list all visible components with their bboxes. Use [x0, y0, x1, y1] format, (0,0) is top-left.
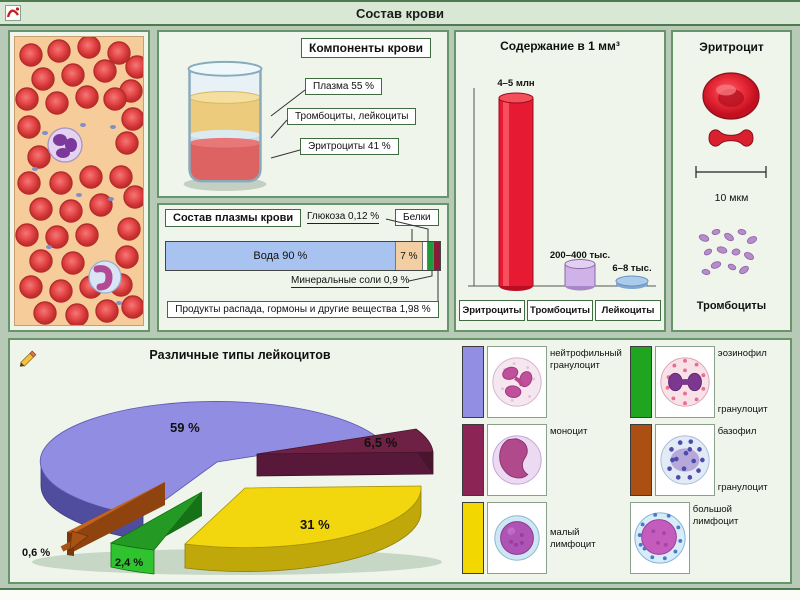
leukocyte-cell-2: [88, 260, 122, 294]
glucose-label: Глюкоза 0,12 %: [307, 211, 380, 224]
content-panel-title: Содержание в 1 мм³: [500, 39, 620, 53]
category-leukocytes: Лейкоциты: [595, 300, 661, 321]
scale-bar: [695, 166, 767, 178]
plasma-composition-panel: Состав плазмы крови Глюкоза 0,12 % Белки…: [157, 203, 449, 332]
pie-label-neutrophils: 59 %: [170, 420, 200, 435]
leukocyte-legend: нейтрофильный гранулоцит эозинофил грануло…: [462, 346, 788, 574]
leukocyte-pie-chart: 59 % 6,5 % 31 % 2,4 % 0,6 %: [22, 401, 442, 575]
content-category-row: Эритроциты Тромбоциты Лейкоциты: [459, 300, 661, 321]
blood-smear-illustration: [14, 36, 144, 326]
erythrocyte-illustration: [695, 72, 767, 178]
leukocyte-types-panel: Различные типы лейкоцитов: [8, 338, 792, 584]
plasma-title: Состав плазмы крови: [165, 209, 302, 227]
minerals-segment: [426, 242, 434, 270]
erythrocyte-title: Эритроцит: [699, 40, 764, 54]
pie-slice-eosinophils: [109, 491, 203, 575]
eosinophil-illustration: [654, 346, 715, 418]
neutrophil-illustration: [487, 346, 547, 418]
pencil-icon: [19, 350, 37, 367]
category-thrombocytes: Тромбоциты: [527, 300, 593, 321]
buffy-label: Тромбоциты, лейкоциты: [287, 108, 417, 125]
products-segment: [433, 242, 441, 270]
legend-label-small-lymphocyte: малый лимфоцит: [550, 527, 596, 550]
legend-item-basophil: базофил гранулоцит: [629, 424, 788, 496]
legend-item-small-lymphocyte: малый лимфоцит: [462, 502, 622, 574]
legend-item-monocyte: моноцит: [462, 424, 622, 496]
platelet-dots: [32, 123, 122, 305]
pie-label-eosinophils: 2,4 %: [115, 557, 143, 569]
legend-item-neutrophil: нейтрофильный гранулоцит: [462, 346, 622, 418]
content-per-mm3-panel: Содержание в 1 мм³ 4–5 млн: [454, 30, 666, 332]
red-blood-cells: [15, 37, 143, 325]
pie-label-monocytes: 6,5 %: [364, 435, 398, 450]
proteins-label: Белки: [395, 209, 439, 226]
legend-item-large-lymphocyte: большой лимфоцит: [629, 502, 788, 574]
pie-slice-lymphocytes: [184, 485, 422, 572]
value-erythrocytes: 4–5 млн: [497, 78, 535, 89]
legend-swatch-small-lymphocyte: [462, 502, 484, 574]
monocyte-illustration: [487, 424, 547, 496]
scale-label: 10 мкм: [714, 192, 749, 204]
erythrocyte-side-view: [708, 129, 754, 147]
pie-label-lymphocytes: 31 %: [300, 517, 330, 532]
slide-title: Состав крови: [356, 5, 444, 21]
plasma-label: Плазма 55 %: [305, 78, 383, 95]
category-erythrocytes: Эритроциты: [459, 300, 525, 321]
products-label: Продукты распада, гормоны и другие вещес…: [167, 301, 439, 318]
legend-swatch-eosinophil: [629, 346, 652, 418]
pie-label-basophils: 0,6 %: [22, 547, 50, 559]
blood-smear-panel: [8, 30, 150, 332]
legend-swatch-monocyte: [462, 424, 484, 496]
blood-components-panel: Компоненты крови Плазма 55 % Тромбоциты,…: [157, 30, 449, 198]
app-icon: [5, 5, 21, 21]
bottom-strip: [0, 588, 800, 600]
value-leukocytes: 6–8 тыс.: [612, 263, 652, 274]
small-lymphocyte-illustration: [487, 502, 547, 574]
beaker-illustration: [183, 60, 267, 192]
plasma-bar: Вода 90 % 7 %: [165, 241, 441, 271]
basophil-callout-arrow: [60, 530, 89, 552]
legend-label-eosinophil: эозинофил гранулоцит: [717, 348, 768, 416]
water-segment: Вода 90 %: [166, 242, 395, 270]
minerals-label: Минеральные соли 0,9 %: [291, 275, 410, 288]
basophil-illustration: [654, 424, 715, 496]
value-thrombocytes: 200–400 тыс.: [549, 250, 611, 261]
erythrocytes-label: Эритроциты 41 %: [300, 138, 399, 155]
components-title: Компоненты крови: [301, 38, 431, 58]
legend-swatch-neutrophil: [462, 346, 484, 418]
bar-erythrocytes: [498, 92, 534, 291]
erythrocyte-panel: Эритроцит 10 мкм: [671, 30, 792, 332]
legend-label-basophil: базофил гранулоцит: [717, 426, 768, 494]
leukocytes-title: Различные типы лейкоцитов: [149, 348, 331, 362]
bar-leukocytes: [615, 275, 649, 289]
platelets-label: Тромбоциты: [696, 300, 767, 312]
bar-thrombocytes: [564, 259, 596, 291]
pie-slice-monocytes: [256, 428, 434, 477]
legend-label-large-lymphocyte: большой лимфоцит: [692, 504, 739, 527]
large-lymphocyte-illustration: [629, 502, 690, 574]
proteins-segment: 7 %: [394, 242, 423, 270]
legend-item-eosinophil: эозинофил гранулоцит: [629, 346, 788, 418]
leukocyte-cell-1: [47, 127, 83, 163]
legend-label-monocyte: моноцит: [550, 426, 588, 437]
platelets-illustration: [698, 228, 758, 275]
glucose-segment: [422, 242, 427, 270]
title-bar: Состав крови: [0, 2, 800, 26]
content-bar-chart: [468, 88, 656, 291]
legend-label-neutrophil: нейтрофильный гранулоцит: [550, 348, 622, 371]
legend-swatch-basophil: [629, 424, 652, 496]
